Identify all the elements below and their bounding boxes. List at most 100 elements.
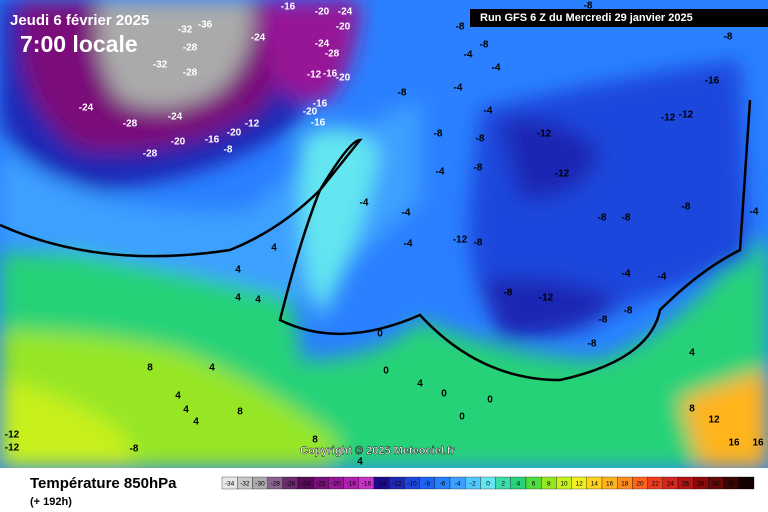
contour-label: -32 <box>153 60 168 71</box>
contour-label: -4 <box>492 63 501 74</box>
contour-label: 4 <box>417 379 423 390</box>
contour-label: 4 <box>255 295 261 306</box>
color-tick: 24 <box>667 481 675 488</box>
contour-label: -8 <box>584 1 593 12</box>
copyright: Copyright © 2025 Meteociel.fr <box>300 445 456 457</box>
color-tick: -2 <box>470 481 476 488</box>
contour-label: 4 <box>689 348 695 359</box>
contour-label: -12 <box>5 443 20 454</box>
color-tick: 30 <box>712 481 720 488</box>
contour-label: -8 <box>588 339 597 350</box>
color-tick: -28 <box>270 481 280 488</box>
color-tick: -34 <box>225 481 235 488</box>
contour-label: -4 <box>750 207 759 218</box>
contour-label: -12 <box>537 129 552 140</box>
legend-title: Température 850hPa <box>30 475 177 492</box>
color-tick: -30 <box>255 481 265 488</box>
color-tick: -24 <box>301 481 311 488</box>
time: 7:00 locale <box>20 31 138 57</box>
contour-label: -8 <box>476 134 485 145</box>
contour-label: -8 <box>504 288 513 299</box>
color-tick: -32 <box>240 481 250 488</box>
contour-label: 8 <box>147 363 153 374</box>
contour-label: 8 <box>689 404 695 415</box>
contour-label: -16 <box>311 118 326 129</box>
contour-label: -20 <box>171 137 186 148</box>
color-tick: 26 <box>682 481 690 488</box>
contour-label: 0 <box>383 366 389 377</box>
color-tick: -26 <box>286 481 296 488</box>
contour-label: 4 <box>209 363 215 374</box>
contour-label: -12 <box>679 110 694 121</box>
contour-label: -4 <box>436 167 445 178</box>
contour-label: -8 <box>682 202 691 213</box>
color-tick: 22 <box>652 481 660 488</box>
color-tick: -20 <box>331 481 341 488</box>
color-tick: 12 <box>576 481 584 488</box>
contour-label: 4 <box>193 417 199 428</box>
legend-subtitle: (+ 192h) <box>30 496 72 508</box>
contour-label: -4 <box>464 50 473 61</box>
color-tick: -10 <box>407 481 417 488</box>
color-tick: -8 <box>424 481 430 488</box>
contour-label: -12 <box>245 119 260 130</box>
contour-label: 16 <box>752 438 764 449</box>
contour-label: -12 <box>555 169 570 180</box>
contour-label: -8 <box>480 40 489 51</box>
contour-label: -8 <box>456 22 465 33</box>
contour-label: 4 <box>235 265 241 276</box>
contour-label: 8 <box>312 435 318 446</box>
contour-label: 0 <box>441 389 447 400</box>
contour-label: 4 <box>357 457 363 468</box>
contour-label: -8 <box>622 213 631 224</box>
contour-label: 12 <box>708 415 720 426</box>
color-tick: 14 <box>591 481 599 488</box>
contour-label: -20 <box>303 107 318 118</box>
contour-label: -4 <box>404 239 413 250</box>
contour-label: -36 <box>198 20 213 31</box>
color-tick: 32 <box>728 481 736 488</box>
contour-label: 4 <box>271 243 277 254</box>
color-tick: -16 <box>362 481 372 488</box>
contour-label: -8 <box>130 444 139 455</box>
legend: Température 850hPa (+ 192h) -34 -32 -30 -28… <box>0 468 768 512</box>
contour-label: -8 <box>598 213 607 224</box>
contour-label: -28 <box>123 119 138 130</box>
contour-label: -20 <box>336 22 351 33</box>
contour-label: -8 <box>434 129 443 140</box>
contour-label: -4 <box>658 272 667 283</box>
color-tick: 34 <box>743 481 751 488</box>
color-tick: 6 <box>532 481 536 488</box>
contour-label: -16 <box>705 76 720 87</box>
contour-label: 8 <box>237 407 243 418</box>
color-tick: 8 <box>547 481 551 488</box>
contour-label: -28 <box>325 49 340 60</box>
color-tick: 16 <box>606 481 614 488</box>
contour-label: 4 <box>183 405 189 416</box>
color-tick: -18 <box>346 481 356 488</box>
contour-label: -28 <box>183 43 198 54</box>
contour-label: -16 <box>313 99 328 110</box>
color-tick: 2 <box>501 481 505 488</box>
color-tick: -6 <box>440 481 446 488</box>
contour-label: -4 <box>454 83 463 94</box>
contour-label: 0 <box>377 329 383 340</box>
contour-label: -4 <box>360 198 369 209</box>
contour-label: -4 <box>402 208 411 219</box>
color-tick: 20 <box>636 481 644 488</box>
color-tick: -4 <box>455 481 461 488</box>
contour-label: -28 <box>143 149 158 160</box>
contour-label: 16 <box>728 438 740 449</box>
color-tick: -22 <box>316 481 326 488</box>
color-tick: 28 <box>697 481 705 488</box>
contour-label: -16 <box>323 69 338 80</box>
run: Run GFS 6 Z du Mercredi 29 janvier 2025 <box>480 12 693 24</box>
color-tick: 4 <box>517 481 521 488</box>
color-tick: 0 <box>486 481 490 488</box>
contour-label: -24 <box>338 7 353 18</box>
contour-label: -8 <box>724 32 733 43</box>
contour-label: -4 <box>622 269 631 280</box>
contour-label: -20 <box>315 7 330 18</box>
